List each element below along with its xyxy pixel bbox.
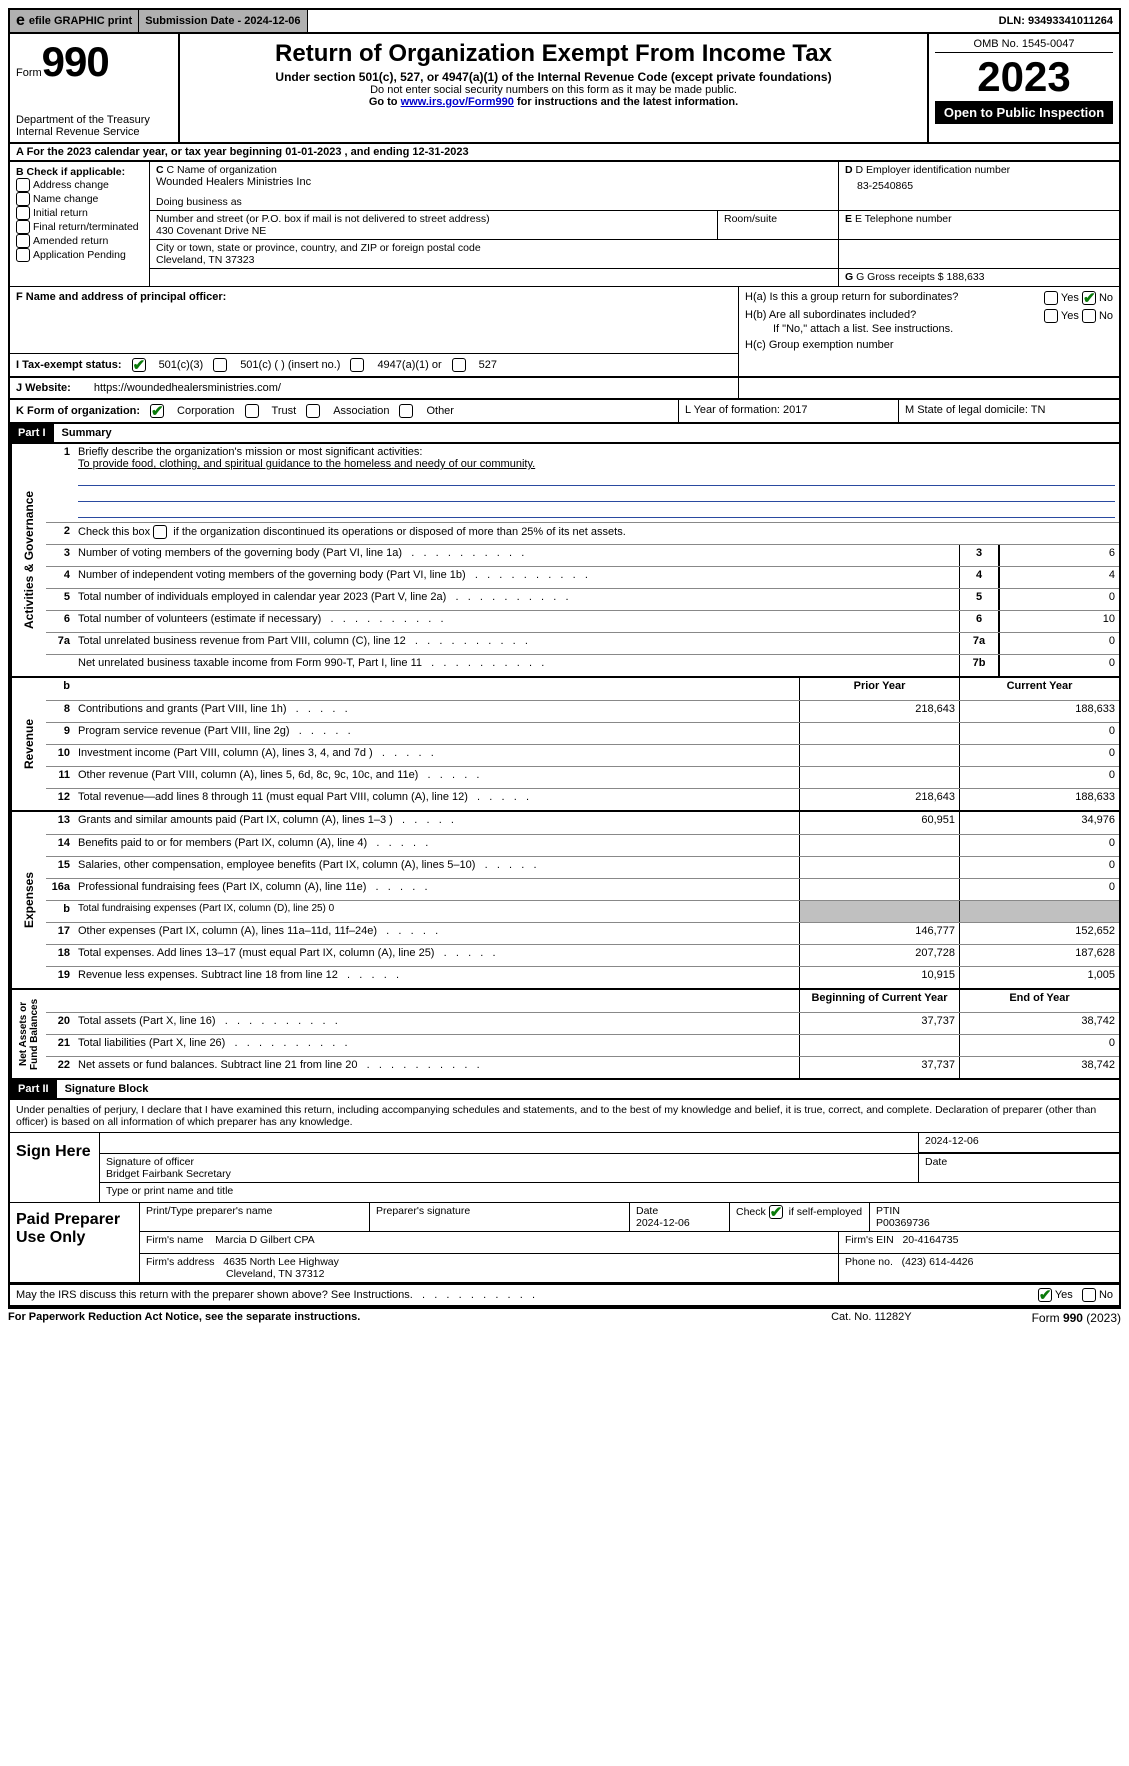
firm-phone: (423) 614-4426 (902, 1256, 974, 1268)
tax-exempt-status: I Tax-exempt status: 501(c)(3) 501(c) ( … (10, 353, 738, 372)
paid-preparer-label: Paid Preparer Use Only (10, 1203, 140, 1282)
firm-name: Marcia D Gilbert CPA (215, 1234, 315, 1246)
box-f: F Name and address of principal officer: (16, 291, 732, 303)
expense-row: 14Benefits paid to or for members (Part … (46, 834, 1119, 856)
org-info-block: B Check if applicable: Address change Na… (8, 162, 1121, 287)
section-netassets: Net Assets orFund Balances Beginning of … (8, 990, 1121, 1080)
row-j: J Website: https://woundedhealersministr… (8, 378, 1121, 400)
irs-link[interactable]: www.irs.gov/Form990 (401, 96, 514, 108)
section-revenue: Revenue b Prior Year Current Year 8Contr… (8, 678, 1121, 812)
part2-header: Part II Signature Block (8, 1080, 1121, 1100)
gross-receipts: 188,633 (947, 271, 985, 283)
netassets-row: 21Total liabilities (Part X, line 26)0 (46, 1034, 1119, 1056)
rot-netassets: Net Assets orFund Balances (10, 990, 46, 1078)
section-expenses: Expenses 13Grants and similar amounts pa… (8, 812, 1121, 990)
dept-label: Department of the TreasuryInternal Reven… (16, 114, 172, 138)
gov-row: 7aTotal unrelated business revenue from … (46, 632, 1119, 654)
gov-row: Net unrelated business taxable income fr… (46, 654, 1119, 676)
expense-row: bTotal fundraising expenses (Part IX, co… (46, 900, 1119, 922)
page-footer: For Paperwork Reduction Act Notice, see … (8, 1307, 1121, 1325)
rot-expenses: Expenses (10, 812, 46, 988)
state-domicile: M State of legal domicile: TN (899, 400, 1119, 422)
gov-row: 6Total number of volunteers (estimate if… (46, 610, 1119, 632)
revenue-row: 12Total revenue—add lines 8 through 11 (… (46, 788, 1119, 810)
rot-governance: Activities & Governance (10, 444, 46, 676)
block-fhi: F Name and address of principal officer:… (8, 287, 1121, 378)
signature-block: Under penalties of perjury, I declare th… (8, 1100, 1121, 1284)
revenue-row: 8Contributions and grants (Part VIII, li… (46, 700, 1119, 722)
corp-checkbox (150, 404, 164, 418)
mission-text: To provide food, clothing, and spiritual… (78, 458, 535, 470)
netassets-row: 20Total assets (Part X, line 16)37,73738… (46, 1012, 1119, 1034)
expense-row: 13Grants and similar amounts paid (Part … (46, 812, 1119, 834)
form-title: Return of Organization Exempt From Incom… (186, 40, 921, 68)
form-header: Form990 Department of the TreasuryIntern… (8, 34, 1121, 144)
street-address: 430 Covenant Drive NE (156, 225, 711, 237)
submission-date: Submission Date - 2024-12-06 (139, 10, 307, 32)
form-note1: Do not enter social security numbers on … (186, 84, 921, 96)
declaration: Under penalties of perjury, I declare th… (10, 1100, 1119, 1132)
revenue-row: 10Investment income (Part VIII, column (… (46, 744, 1119, 766)
sig-date: 2024-12-06 (919, 1133, 1119, 1153)
form-number: Form990 (16, 38, 172, 86)
discuss-yes-checkbox (1038, 1288, 1052, 1302)
self-employed-checkbox (769, 1205, 783, 1219)
year-formation: L Year of formation: 2017 (679, 400, 899, 422)
top-bar: eefile GRAPHIC print Submission Date - 2… (8, 8, 1121, 34)
box-b: B Check if applicable: Address change Na… (10, 162, 150, 287)
efile-label: eefile GRAPHIC print (10, 10, 139, 32)
expense-row: 15Salaries, other compensation, employee… (46, 856, 1119, 878)
revenue-row: 11Other revenue (Part VIII, column (A), … (46, 766, 1119, 788)
ptin: P00369736 (876, 1217, 930, 1229)
expense-row: 16aProfessional fundraising fees (Part I… (46, 878, 1119, 900)
gov-row: 5Total number of individuals employed in… (46, 588, 1119, 610)
dln: DLN: 93493341011264 (993, 10, 1119, 32)
org-name: Wounded Healers Ministries Inc (156, 176, 832, 188)
section-governance: Activities & Governance 1 Briefly descri… (8, 444, 1121, 678)
expense-row: 18Total expenses. Add lines 13–17 (must … (46, 944, 1119, 966)
may-discuss-row: May the IRS discuss this return with the… (8, 1284, 1121, 1307)
tax-year: 2023 (935, 53, 1113, 101)
form-subtitle: Under section 501(c), 527, or 4947(a)(1)… (186, 70, 921, 84)
ein-value: 83-2540865 (845, 176, 1113, 192)
form-note2: Go to www.irs.gov/Form990 for instructio… (186, 96, 921, 108)
revenue-row: 9Program service revenue (Part VIII, lin… (46, 722, 1119, 744)
expense-row: 19Revenue less expenses. Subtract line 1… (46, 966, 1119, 988)
gov-row: 3Number of voting members of the governi… (46, 544, 1119, 566)
sign-here-label: Sign Here (10, 1133, 100, 1202)
501c3-checkbox (132, 358, 146, 372)
officer-name: Bridget Fairbank Secretary (106, 1168, 231, 1180)
website-url: https://woundedhealersministries.com/ (94, 382, 281, 394)
gov-row: 4Number of independent voting members of… (46, 566, 1119, 588)
ha-no-checkbox (1082, 291, 1096, 305)
expense-row: 17Other expenses (Part IX, column (A), l… (46, 922, 1119, 944)
netassets-row: 22Net assets or fund balances. Subtract … (46, 1056, 1119, 1078)
rot-revenue: Revenue (10, 678, 46, 810)
city-state: Cleveland, TN 37323 (156, 254, 832, 266)
row-a: A For the 2023 calendar year, or tax yea… (8, 144, 1121, 162)
firm-ein: 20-4164735 (902, 1234, 958, 1246)
part1-header: Part I Summary (8, 424, 1121, 444)
open-inspection: Open to Public Inspection (935, 101, 1113, 124)
row-k: K Form of organization: Corporation Trus… (8, 400, 1121, 424)
omb-number: OMB No. 1545-0047 (935, 38, 1113, 53)
